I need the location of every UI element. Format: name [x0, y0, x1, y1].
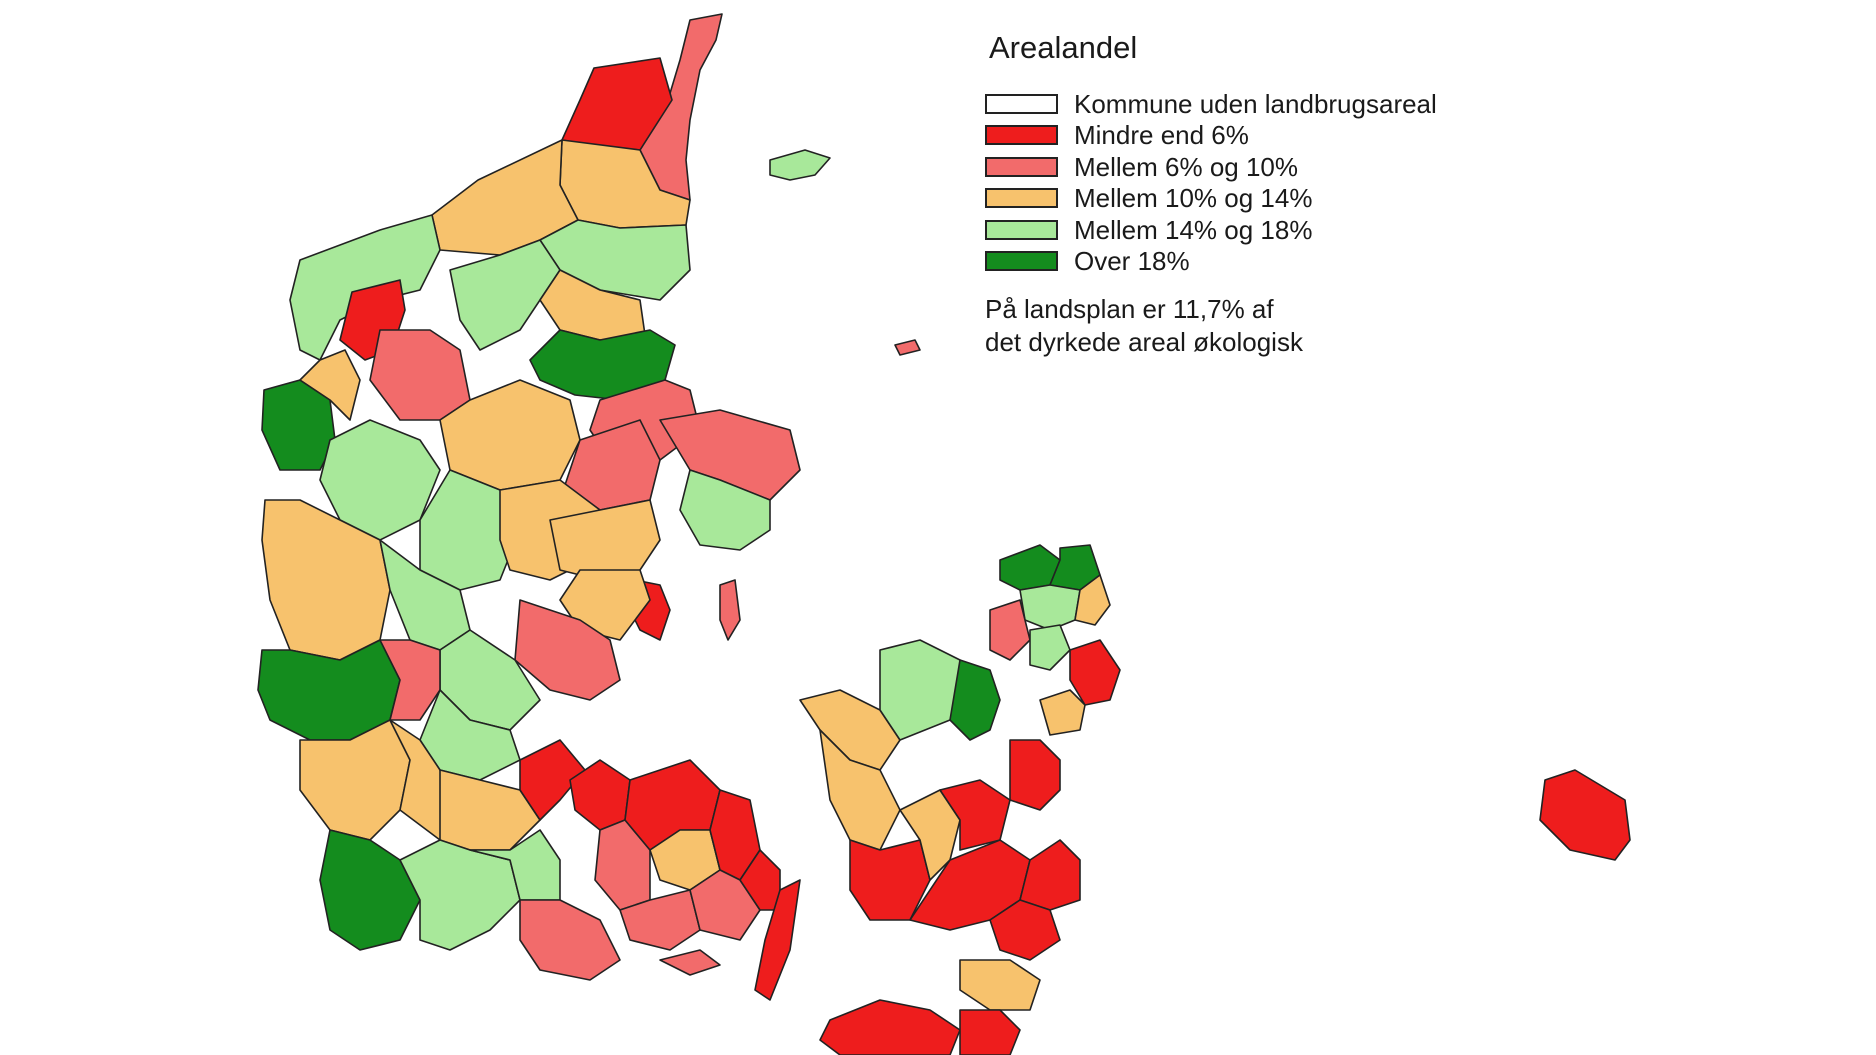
municipality-langeland-red — [754, 879, 801, 1001]
legend-note-line-2: det dyrkede areal økologisk — [985, 327, 1303, 357]
municipality-stevns-red — [1019, 839, 1081, 911]
legend-swatch-lt6 — [985, 125, 1058, 146]
legend-label-lt6: Mindre end 6% — [1074, 120, 1249, 151]
municipality-syddjurs-green — [679, 469, 771, 551]
legend-rows: Kommune uden landbrugsareal Mindre end 6… — [985, 88, 1545, 277]
municipality-falster-red — [959, 1009, 1021, 1055]
municipality-kalundborg-orange — [819, 729, 901, 851]
municipality-struer-orange — [299, 349, 361, 421]
legend-swatch-gt18 — [985, 251, 1058, 272]
legend-note-line-1: På landsplan er 11,7% af — [985, 294, 1274, 324]
legend-item-10to14: Mellem 10% og 14% — [985, 183, 1545, 215]
legend-label-gt18: Over 18% — [1074, 246, 1190, 277]
legend-item-none: Kommune uden landbrugsareal — [985, 88, 1545, 120]
legend-swatch-none — [985, 93, 1058, 114]
municipality-faxe-red — [989, 899, 1061, 961]
municipality-horsens-red — [514, 599, 621, 701]
legend-item-gt18: Over 18% — [985, 246, 1545, 278]
legend-title: Arealandel — [989, 30, 1138, 65]
municipality-egedal-green — [1029, 624, 1071, 671]
municipality-billund-red — [379, 639, 441, 721]
municipality-greve-orange — [1039, 689, 1086, 736]
legend-swatch-14to18 — [985, 219, 1058, 240]
legend-item-14to18: Mellem 14% og 18% — [985, 214, 1545, 246]
legend: Arealandel Kommune uden landbrugsareal M… — [985, 30, 1545, 359]
municipality-koge-red — [1009, 739, 1061, 811]
municipality-fredensborg-orange — [1074, 574, 1111, 626]
municipality-frederikssund-red — [989, 599, 1031, 661]
legend-note: På landsplan er 11,7% af det dyrkede are… — [985, 293, 1545, 359]
legend-swatch-6to10 — [985, 156, 1058, 177]
municipality-skive-red — [369, 329, 471, 421]
legend-label-none: Kommune uden landbrugsareal — [1074, 88, 1437, 119]
municipality-sonderborg-red — [519, 899, 621, 981]
legend-label-14to18: Mellem 14% og 18% — [1074, 214, 1313, 245]
municipality-fredericia-red — [519, 739, 586, 821]
legend-label-6to10: Mellem 6% og 10% — [1074, 151, 1298, 182]
municipality-laeso-green — [769, 149, 831, 181]
legend-item-6to10: Mellem 6% og 10% — [985, 151, 1545, 183]
municipality-aero-red — [659, 949, 721, 976]
municipality-lolland-red — [819, 999, 961, 1055]
legend-label-10to14: Mellem 10% og 14% — [1074, 183, 1313, 214]
municipality-copenhagen-red — [1069, 639, 1121, 706]
municipality-bornholm-red — [1539, 769, 1631, 861]
municipality-haderslev-green — [469, 829, 561, 901]
legend-swatch-10to14 — [985, 188, 1058, 209]
municipality-vordingborg-orange — [959, 959, 1041, 1011]
municipality-slagelse-red — [849, 839, 931, 921]
legend-item-lt6: Mindre end 6% — [985, 120, 1545, 152]
municipality-anholt-red — [894, 339, 921, 356]
municipality-favrskov-orange — [549, 499, 661, 581]
municipality-roskilde-darkgreen — [949, 659, 1001, 741]
municipality-tonder-darkgreen — [319, 829, 421, 951]
municipality-samso-red — [719, 579, 741, 641]
municipality-aabenraa-green — [399, 839, 521, 951]
municipality-hillerod-green — [1019, 584, 1081, 631]
